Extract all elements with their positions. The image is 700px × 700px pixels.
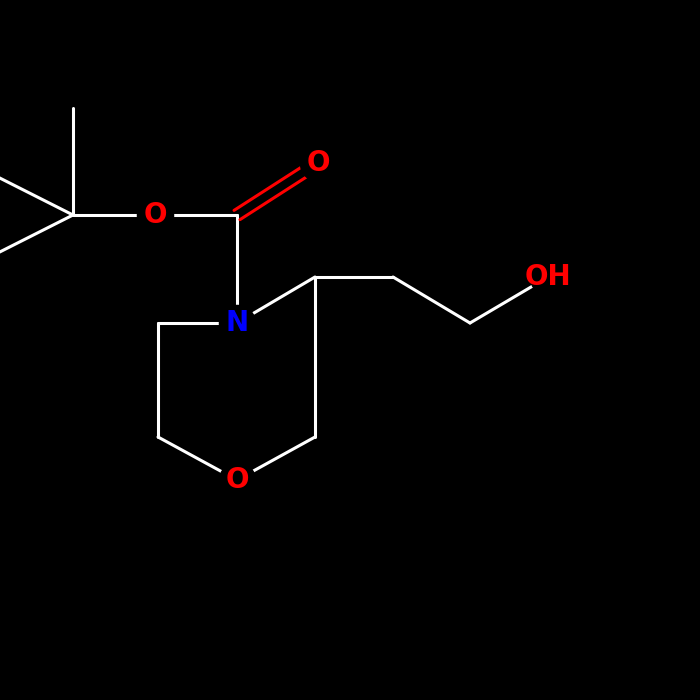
Text: O: O [225, 466, 248, 494]
Text: O: O [307, 149, 330, 177]
Text: N: N [225, 309, 248, 337]
Text: OH: OH [525, 263, 571, 291]
Text: O: O [144, 201, 167, 229]
